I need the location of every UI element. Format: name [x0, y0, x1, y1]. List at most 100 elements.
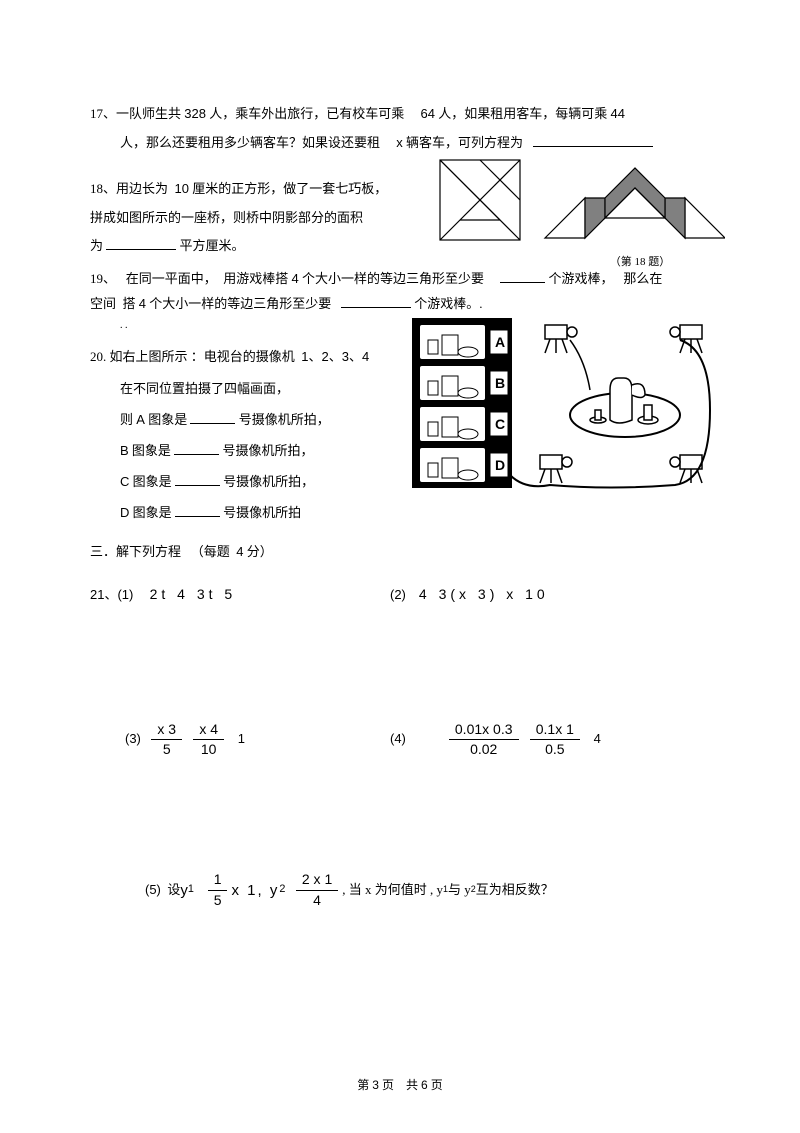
text: 19、	[90, 271, 116, 286]
tail: 1	[238, 731, 245, 746]
question-17: 17、一队师生共 328 人，乘车外出旅行，已有校车可乘 64 人，如果租用客车…	[90, 100, 710, 157]
num: 6	[421, 1078, 428, 1092]
camera-scene-svg: A B C D	[410, 310, 720, 495]
fraction: 1 5	[208, 870, 228, 910]
blank	[533, 133, 653, 147]
blank	[190, 410, 235, 424]
q18-line2: 拼成如图所示的一座桥，则桥中阴影部分的面积	[90, 204, 400, 233]
text: 互为相反数？	[476, 876, 554, 905]
q20-line3: 则 A 图象是 号摄像机所拍，	[90, 404, 390, 435]
q21-row2: (3) x 3 5 x 4 10 1 (4) 0.01x 0.3 0.02 0.…	[90, 720, 710, 760]
svg-text:A: A	[495, 334, 505, 350]
text: 图象是	[133, 505, 172, 520]
denominator: 5	[151, 740, 182, 760]
fraction: 0.1x 1 0.5	[530, 720, 580, 760]
q20-line6: D 图象是 号摄像机所拍	[90, 497, 390, 528]
text: （每题	[191, 544, 230, 559]
text: 图象是	[132, 443, 171, 458]
q18-line1: 18、用边长为 10 厘米的正方形，做了一套七巧板，	[90, 175, 400, 204]
expr: 4 3(x 3) x 10	[419, 586, 549, 602]
text: 在同一平面中，	[126, 271, 217, 286]
q17-line2: 人，那么还要租用多少辆客车？如果设还要租 x 辆客车，可列方程为	[90, 129, 710, 158]
text: 厘米的正方形，做了一套七巧板，	[192, 181, 387, 196]
label: (5)	[145, 876, 161, 905]
eq2: (2) 4 3(x 3) x 10	[390, 579, 710, 610]
text: 个大小一样的等边三角形至少要	[149, 296, 331, 311]
fraction: 2 x 1 4	[296, 870, 338, 910]
text: 号摄像机所拍，	[239, 412, 330, 427]
text: 页	[382, 1078, 394, 1092]
blank	[175, 503, 220, 517]
text: 号摄像机所拍，	[222, 443, 313, 458]
text: 设	[167, 876, 180, 905]
letter: B	[120, 443, 129, 458]
text: 号摄像机所拍	[223, 505, 301, 520]
text: 人，乘车外出旅行，已有校车可乘	[209, 106, 404, 121]
letter: C	[120, 474, 129, 489]
svg-text:D: D	[495, 457, 505, 473]
text: 20. 如右上图所示 ：电视台的摄像机	[90, 349, 295, 364]
y: y	[180, 874, 188, 907]
q18-line3: 为 平方厘米。	[90, 232, 400, 261]
text: 18、用边长为	[90, 181, 168, 196]
text: 为	[90, 238, 103, 253]
text: 平方厘米。	[180, 238, 245, 253]
text: 三．解下列方程	[90, 544, 181, 559]
denominator: 5	[208, 891, 228, 911]
label: (4)	[390, 731, 406, 746]
numerator: 1	[208, 870, 228, 891]
q20-line4: B 图象是 号摄像机所拍，	[90, 435, 390, 466]
num: 4	[236, 544, 243, 559]
denominator: 4	[296, 891, 338, 911]
text: 第	[357, 1078, 369, 1092]
mid: x 1, y	[231, 874, 279, 907]
figure-18-caption: （第 18 题）	[555, 250, 725, 274]
tail: 4	[594, 731, 601, 746]
q17-line1: 17、一队师生共 328 人，乘车外出旅行，已有校车可乘 64 人，如果租用客车…	[90, 100, 710, 129]
numerator: 0.1x 1	[530, 720, 580, 741]
sub: 1	[188, 878, 194, 902]
num: 10	[175, 181, 189, 196]
num: 64	[420, 106, 434, 121]
label: (3)	[125, 731, 141, 746]
var: x	[396, 135, 403, 150]
numerator: x 3	[151, 720, 182, 741]
q21-row1: 21、(1) 2t 4 3t 5 (2) 4 3(x 3) x 10	[90, 579, 710, 610]
text: 空间	[90, 296, 116, 311]
fraction: x 4 10	[193, 720, 224, 760]
text: 辆客车，可列方程为	[406, 135, 523, 150]
nums: 1、2、3、4	[301, 349, 369, 364]
figure-18: （第 18 题）	[435, 155, 725, 274]
denominator: 0.5	[530, 740, 580, 760]
eq1: 21、(1) 2t 4 3t 5	[90, 579, 390, 610]
tangram-bridge-svg	[435, 155, 725, 245]
question-20: 20. 如右上图所示 ：电视台的摄像机 1、2、3、4 在不同位置拍摄了四幅画面…	[90, 341, 390, 528]
numerator: x 4	[193, 720, 224, 741]
eq4: (4) 0.01x 0.3 0.02 0.1x 1 0.5 4	[390, 720, 710, 760]
text: 搭	[123, 296, 136, 311]
blank	[175, 472, 220, 486]
text: 共	[406, 1078, 418, 1092]
question-18: 18、用边长为 10 厘米的正方形，做了一套七巧板， 拼成如图所示的一座桥，则桥…	[90, 175, 400, 261]
text: 号摄像机所拍，	[223, 474, 314, 489]
letter: A	[136, 412, 145, 427]
expr: 2t 4 3t 5	[150, 586, 237, 602]
blank	[106, 236, 176, 250]
text: 与 y	[448, 876, 471, 905]
letter: D	[120, 505, 129, 520]
num: 4	[292, 271, 299, 286]
page-footer: 第 3 页 共 6 页	[0, 1072, 800, 1098]
denominator: 10	[193, 740, 224, 760]
label: 21、(1)	[90, 587, 133, 602]
q20-line2: 在不同位置拍摄了四幅画面，	[90, 373, 390, 404]
text: 人，那么还要租用多少辆客车？如果设还要租	[120, 135, 380, 150]
svg-text:B: B	[495, 375, 505, 391]
text: 17、一队师生共	[90, 106, 181, 121]
text: 图象是	[133, 474, 172, 489]
text: , 当 x 为何值时 , y	[342, 876, 443, 905]
text: 用游戏棒搭	[223, 271, 288, 286]
num: 4	[139, 296, 146, 311]
q20-line1: 20. 如右上图所示 ：电视台的摄像机 1、2、3、4	[90, 341, 390, 372]
sub: 2	[279, 878, 285, 902]
q20-line5: C 图象是 号摄像机所拍，	[90, 466, 390, 497]
